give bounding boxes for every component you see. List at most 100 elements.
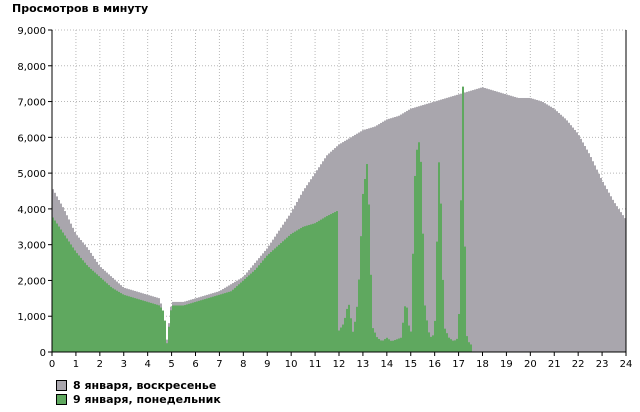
bar-series-2 (302, 226, 304, 352)
series-green-bars (52, 86, 472, 352)
bar-series-2 (242, 280, 244, 352)
bar-series-1 (394, 117, 396, 352)
bar-series-1 (396, 116, 398, 352)
bar-series-1 (558, 112, 560, 353)
bar-series-2 (244, 278, 246, 352)
bar-series-2 (268, 253, 270, 352)
bar-series-2 (68, 241, 70, 352)
bar-series-1 (480, 87, 482, 352)
bar-series-1 (602, 181, 604, 352)
bar-series-2 (436, 241, 438, 352)
bar-series-2 (238, 284, 240, 352)
bar-series-2 (366, 164, 368, 352)
x-tick-label: 20 (524, 359, 537, 370)
x-tick-label: 22 (572, 359, 585, 370)
axis-layer (48, 29, 627, 356)
bar-series-1 (450, 96, 452, 353)
bar-series-2 (230, 291, 232, 352)
bar-series-2 (340, 327, 342, 352)
bar-series-2 (86, 265, 88, 352)
bar-series-2 (160, 307, 162, 352)
bar-series-1 (616, 206, 618, 352)
bar-series-2 (144, 301, 146, 352)
bar-series-2 (180, 305, 182, 352)
bar-series-1 (564, 118, 566, 352)
bar-series-2 (226, 292, 228, 352)
bar-series-2 (96, 274, 98, 352)
bar-series-2 (232, 289, 234, 352)
x-tick-labels: 0 1 2 3 4 5 6 7 8 9 10 11 12 13 14 15 16 17 18 19 20 21 22 23 24 (49, 359, 633, 370)
bar-series-1 (386, 119, 388, 352)
bar-series-2 (334, 212, 336, 352)
bar-series-2 (300, 228, 302, 352)
y-tick-label: 2,000 (17, 276, 46, 287)
bar-series-1 (612, 199, 614, 352)
bar-series-2 (196, 301, 198, 352)
bar-series-2 (204, 299, 206, 352)
bar-series-2 (264, 258, 266, 352)
bar-series-2 (386, 337, 388, 352)
bar-series-2 (62, 232, 64, 352)
bar-series-1 (380, 122, 382, 352)
bar-series-2 (138, 299, 140, 352)
x-tick-label: 5 (168, 359, 174, 370)
bar-series-2 (410, 331, 412, 352)
bar-series-2 (208, 297, 210, 352)
bar-series-1 (620, 212, 622, 352)
bar-series-1 (358, 132, 360, 352)
bar-series-2 (426, 320, 428, 352)
bar-series-2 (240, 282, 242, 352)
chart-title: Просмотров в минуту (12, 2, 149, 15)
bar-series-2 (356, 306, 358, 352)
bar-series-2 (368, 204, 370, 352)
bar-series-2 (262, 260, 264, 352)
y-tick-label: 8,000 (17, 62, 46, 73)
bar-series-1 (618, 209, 620, 352)
bar-series-2 (220, 294, 222, 352)
bar-series-2 (414, 175, 416, 352)
bar-series-1 (566, 120, 568, 352)
bar-series-2 (278, 244, 280, 352)
bar-series-2 (372, 328, 374, 352)
legend-item-sunday: 8 января, воскресенье (56, 379, 216, 392)
bar-series-2 (236, 286, 238, 352)
bar-series-2 (154, 304, 156, 352)
bar-series-1 (588, 153, 590, 352)
bar-series-1 (610, 196, 612, 352)
bar-series-1 (606, 189, 608, 352)
bar-series-2 (172, 305, 174, 352)
bar-series-2 (134, 298, 136, 352)
bar-series-2 (384, 339, 386, 352)
bar-series-2 (58, 226, 60, 352)
bar-series-2 (288, 235, 290, 352)
bar-series-1 (458, 94, 460, 353)
bar-series-1 (444, 98, 446, 352)
bar-series-2 (136, 298, 138, 352)
x-tick-label: 16 (428, 359, 441, 370)
bar-series-2 (146, 301, 148, 352)
bar-series-1 (374, 126, 376, 352)
bar-series-1 (568, 122, 570, 352)
bar-series-1 (488, 89, 490, 353)
bar-series-2 (432, 335, 434, 352)
bar-series-1 (446, 97, 448, 352)
bar-series-2 (60, 229, 62, 352)
bar-series-1 (376, 125, 378, 352)
bar-series-2 (222, 293, 224, 352)
bar-series-2 (318, 220, 320, 352)
bar-series-2 (194, 302, 196, 352)
bar-series-1 (490, 89, 492, 352)
bar-series-1 (544, 103, 546, 353)
bar-series-1 (432, 102, 434, 352)
x-tick-label: 23 (596, 359, 609, 370)
bar-series-1 (526, 97, 528, 352)
bar-series-1 (556, 111, 558, 352)
bar-series-2 (408, 325, 410, 352)
bar-series-2 (192, 302, 194, 352)
bar-series-1 (510, 95, 512, 352)
bar-series-2 (362, 193, 364, 352)
bar-series-2 (130, 296, 132, 352)
bar-series-1 (454, 95, 456, 353)
bar-series-2 (328, 215, 330, 352)
